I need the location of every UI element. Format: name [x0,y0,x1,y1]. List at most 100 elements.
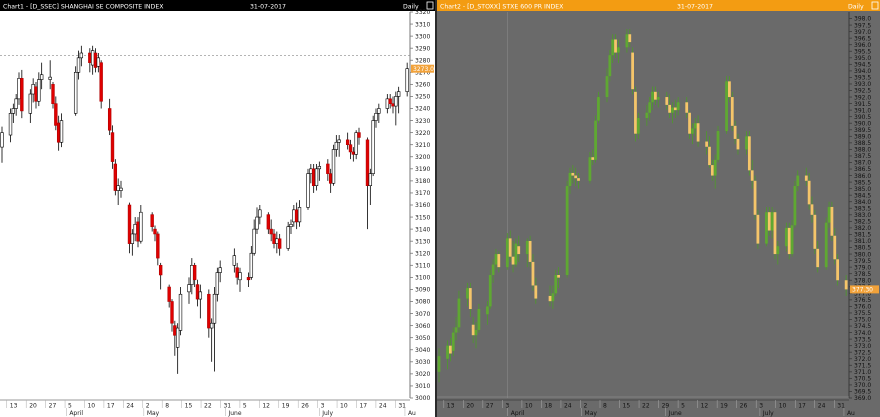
candle-up[interactable] [648,97,652,121]
candle-down[interactable] [728,76,731,103]
candle-down[interactable] [710,159,714,181]
candle-up[interactable] [396,86,401,114]
candle-down[interactable] [747,131,751,176]
candle-up[interactable] [765,206,768,247]
candle-down[interactable] [328,168,333,193]
candle-up[interactable] [14,94,18,116]
candle-down[interactable] [804,167,808,187]
candle-down[interactable] [705,131,709,155]
candle-down[interactable] [531,254,535,291]
candle-up[interactable] [616,39,620,64]
candle-up[interactable] [0,126,4,163]
candle-down[interactable] [753,175,757,221]
shanghai-candlestick-chart[interactable]: Chart1 - [D_SSEC] SHANGHAI SE COMPOSITE … [0,0,435,417]
candle-down[interactable] [767,206,771,236]
candle-down[interactable] [756,209,760,249]
panel-menu-icon[interactable] [426,1,434,10]
candle-up[interactable] [770,206,774,239]
candle-up[interactable] [446,340,449,370]
candle-up[interactable] [59,113,64,148]
candle-up[interactable] [645,104,649,126]
candle-up[interactable] [232,248,237,273]
candle-down[interactable] [685,97,689,118]
candle-down[interactable] [173,320,177,356]
candle-up[interactable] [454,316,458,341]
candle-up[interactable] [76,50,81,80]
candle-down[interactable] [20,69,24,119]
candle-up[interactable] [486,301,489,325]
candle-up[interactable] [178,287,183,336]
candle-up[interactable] [394,91,398,126]
panel-menu-icon[interactable] [871,1,879,10]
candle-down[interactable] [750,159,754,189]
candle-down[interactable] [773,209,777,260]
candle-down[interactable] [571,165,575,184]
candle-down[interactable] [167,284,171,308]
candle-down[interactable] [807,172,811,210]
candle-up[interactable] [8,108,13,143]
candle-up[interactable] [377,103,381,123]
candle-down[interactable] [668,94,672,118]
candle-up[interactable] [551,285,555,310]
candle-up[interactable] [215,267,220,302]
candle-up[interactable] [314,163,319,191]
candle-down[interactable] [696,115,700,147]
candle-down[interactable] [127,202,132,254]
candle-down[interactable] [736,133,740,155]
candle-up[interactable] [39,62,44,90]
candle-down[interactable] [836,254,840,286]
candle-up[interactable] [337,135,341,157]
candle-down[interactable] [266,212,271,234]
candle-up[interactable] [309,163,313,184]
candle-down[interactable] [99,60,103,109]
candle-down[interactable] [574,167,578,187]
candle-up[interactable] [209,318,214,362]
candle-down[interactable] [816,240,820,273]
candle-down[interactable] [51,81,55,109]
candle-up[interactable] [776,240,780,265]
candle-up[interactable] [784,222,788,252]
candle-up[interactable] [371,115,375,177]
candle-up[interactable] [474,322,478,349]
candle-down[interactable] [634,86,637,142]
candle-up[interactable] [477,303,481,333]
candle-down[interactable] [517,235,521,262]
candle-down[interactable] [528,235,532,268]
candle-up[interactable] [292,205,296,227]
candle-up[interactable] [286,221,290,251]
candle-up[interactable] [116,178,120,205]
stoxx-chart-panel[interactable]: Chart2 - [D_STOXX] STXE 600 PR INDEX 31-0… [437,0,880,417]
candle-up[interactable] [625,29,629,53]
candle-down[interactable] [388,94,392,109]
candle-up[interactable] [133,217,137,242]
candle-up[interactable] [568,167,572,194]
stoxx-candlestick-chart[interactable]: Chart2 - [D_STOXX] STXE 600 PR INDEX 31-0… [437,0,880,417]
candle-down[interactable] [730,91,734,132]
candle-down[interactable] [158,262,163,290]
candle-up[interactable] [514,238,518,268]
candle-up[interactable] [252,219,256,256]
candle-down[interactable] [153,225,157,242]
candle-up[interactable] [565,180,569,278]
candle-up[interactable] [505,233,509,270]
candle-up[interactable] [451,327,455,357]
candle-up[interactable] [11,103,16,123]
candle-up[interactable] [258,205,262,225]
candle-up[interactable] [238,267,242,292]
candle-up[interactable] [48,60,52,90]
candle-down[interactable] [614,34,617,58]
candle-down[interactable] [88,48,92,73]
candle-up[interactable] [368,168,373,205]
candle-down[interactable] [93,48,98,73]
candle-up[interactable] [218,260,222,283]
candle-up[interactable] [175,323,180,374]
candle-down[interactable] [471,316,475,344]
candle-up[interactable] [608,49,612,82]
candle-down[interactable] [708,136,711,168]
candle-down[interactable] [733,120,737,145]
candle-up[interactable] [525,238,529,268]
candle-up[interactable] [255,207,259,234]
candle-up[interactable] [588,152,592,184]
candle-down[interactable] [813,209,817,255]
candle-down[interactable] [844,275,848,296]
